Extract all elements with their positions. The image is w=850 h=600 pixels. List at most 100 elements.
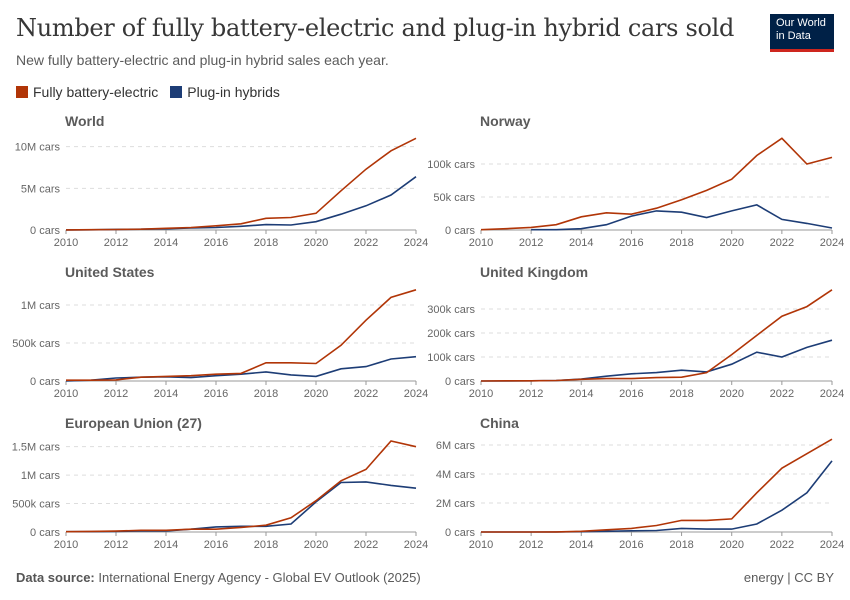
legend-item-phev[interactable]: Plug-in hybrids bbox=[170, 84, 280, 100]
x-tick-label: 2022 bbox=[354, 388, 378, 400]
x-tick-label: 2012 bbox=[519, 539, 543, 551]
x-tick-label: 2014 bbox=[569, 388, 593, 400]
x-tick-label: 2020 bbox=[719, 388, 743, 400]
x-tick-label: 2010 bbox=[54, 237, 78, 249]
series-line-phev[interactable] bbox=[481, 339, 833, 382]
x-tick-label: 2020 bbox=[304, 539, 328, 551]
x-tick-label: 2020 bbox=[304, 388, 328, 400]
x-tick-label: 2024 bbox=[820, 388, 844, 400]
panel-title: World bbox=[65, 113, 104, 129]
y-tick-label: 0 cars bbox=[30, 527, 60, 539]
series-line-bev[interactable] bbox=[66, 289, 417, 381]
license[interactable]: energy | CC BY bbox=[743, 570, 834, 585]
x-tick-label: 2022 bbox=[770, 539, 794, 551]
panel-united-states: United States 0 cars 500k cars 1M cars 2010 2… bbox=[12, 264, 428, 400]
x-tick-label: 2022 bbox=[770, 388, 794, 400]
panel-title: United States bbox=[65, 264, 155, 280]
y-tick-label: 0 cars bbox=[30, 376, 60, 388]
y-tick-label: 50k cars bbox=[433, 192, 475, 204]
x-tick-label: 2016 bbox=[204, 539, 228, 551]
x-tick-label: 2020 bbox=[719, 237, 743, 249]
series-line-phev[interactable] bbox=[66, 481, 417, 533]
x-tick-label: 2012 bbox=[519, 388, 543, 400]
x-tick-label: 2020 bbox=[719, 539, 743, 551]
panel-title: Norway bbox=[480, 113, 531, 129]
x-tick-label: 2018 bbox=[669, 539, 693, 551]
x-tick-label: 2014 bbox=[569, 539, 593, 551]
panel-title: China bbox=[480, 415, 519, 431]
series-line-bev[interactable] bbox=[481, 438, 833, 533]
legend-item-bev[interactable]: Fully battery-electric bbox=[16, 84, 158, 100]
x-tick-label: 2024 bbox=[404, 237, 428, 249]
x-tick-label: 2016 bbox=[619, 388, 643, 400]
x-tick-label: 2014 bbox=[569, 237, 593, 249]
chart-subtitle: New fully battery-electric and plug-in h… bbox=[16, 52, 389, 68]
legend: Fully battery-electric Plug-in hybrids bbox=[16, 84, 280, 100]
x-tick-label: 2024 bbox=[820, 539, 844, 551]
panel-european-union-27-: European Union (27) 0 cars 500k cars 1M car… bbox=[12, 415, 429, 551]
legend-swatch-bev bbox=[16, 86, 28, 98]
source-label: Data source: bbox=[16, 570, 95, 585]
y-tick-label: 0 cars bbox=[30, 225, 60, 237]
panel-world: World 0 cars 5M cars 10M cars 2010 2012 2014 20… bbox=[15, 113, 428, 249]
panel-title: United Kingdom bbox=[480, 264, 588, 280]
y-tick-label: 4M cars bbox=[436, 469, 476, 481]
x-tick-label: 2012 bbox=[519, 237, 543, 249]
x-tick-label: 2018 bbox=[669, 237, 693, 249]
x-tick-label: 2018 bbox=[669, 388, 693, 400]
y-tick-label: 0 cars bbox=[445, 225, 475, 237]
y-tick-label: 100k cars bbox=[427, 159, 475, 171]
panel-title: European Union (27) bbox=[65, 415, 202, 431]
y-tick-label: 1M cars bbox=[21, 470, 61, 482]
panel-norway: Norway 0 cars 50k cars 100k cars 2010 2012 201… bbox=[427, 113, 844, 249]
series-line-bev[interactable] bbox=[480, 289, 833, 382]
x-tick-label: 2010 bbox=[469, 539, 493, 551]
y-tick-label: 1.5M cars bbox=[12, 442, 61, 454]
x-tick-label: 2014 bbox=[154, 388, 178, 400]
y-tick-label: 6M cars bbox=[436, 440, 476, 452]
y-tick-label: 0 cars bbox=[445, 527, 475, 539]
y-tick-label: 10M cars bbox=[15, 142, 61, 154]
x-tick-label: 2018 bbox=[254, 388, 278, 400]
legend-label: Plug-in hybrids bbox=[187, 84, 280, 100]
legend-label: Fully battery-electric bbox=[33, 84, 159, 100]
series-line-bev[interactable] bbox=[65, 440, 417, 533]
x-tick-label: 2016 bbox=[619, 539, 643, 551]
y-tick-label: 2M cars bbox=[436, 498, 476, 510]
source-link[interactable]: International Energy Agency - Global EV … bbox=[98, 570, 421, 585]
x-tick-label: 2014 bbox=[154, 539, 178, 551]
y-tick-label: 200k cars bbox=[427, 328, 475, 340]
x-tick-label: 2022 bbox=[354, 539, 378, 551]
x-tick-label: 2016 bbox=[204, 388, 228, 400]
x-tick-label: 2010 bbox=[54, 388, 78, 400]
panel-china: China 0 cars 2M cars 4M cars 6M cars 2010 2012… bbox=[436, 415, 844, 551]
data-source: Data source: International Energy Agency… bbox=[16, 570, 421, 585]
x-tick-label: 2010 bbox=[469, 388, 493, 400]
x-tick-label: 2024 bbox=[820, 237, 844, 249]
y-tick-label: 500k cars bbox=[12, 499, 60, 511]
owid-logo[interactable]: Our World in Data bbox=[770, 14, 834, 52]
series-line-phev[interactable] bbox=[65, 355, 417, 382]
chart-title: Number of fully battery-electric and plu… bbox=[16, 14, 735, 42]
x-tick-label: 2014 bbox=[154, 237, 178, 249]
x-tick-label: 2010 bbox=[469, 237, 493, 249]
y-tick-label: 500k cars bbox=[12, 338, 60, 350]
x-tick-label: 2024 bbox=[404, 388, 428, 400]
x-tick-label: 2024 bbox=[404, 539, 428, 551]
y-tick-label: 300k cars bbox=[427, 304, 475, 316]
y-tick-label: 100k cars bbox=[427, 352, 475, 364]
panel-united-kingdom: United Kingdom 0 cars 100k cars 200k cars 30… bbox=[427, 264, 844, 400]
x-tick-label: 2010 bbox=[54, 539, 78, 551]
y-tick-label: 1M cars bbox=[21, 300, 61, 312]
series-line-bev[interactable] bbox=[65, 137, 417, 231]
x-tick-label: 2012 bbox=[104, 388, 128, 400]
x-tick-label: 2018 bbox=[254, 237, 278, 249]
series-line-phev[interactable] bbox=[531, 204, 833, 231]
x-tick-label: 2012 bbox=[104, 539, 128, 551]
series-line-phev[interactable] bbox=[65, 176, 417, 231]
y-tick-label: 0 cars bbox=[445, 376, 475, 388]
x-tick-label: 2022 bbox=[770, 237, 794, 249]
series-line-bev[interactable] bbox=[480, 137, 833, 231]
